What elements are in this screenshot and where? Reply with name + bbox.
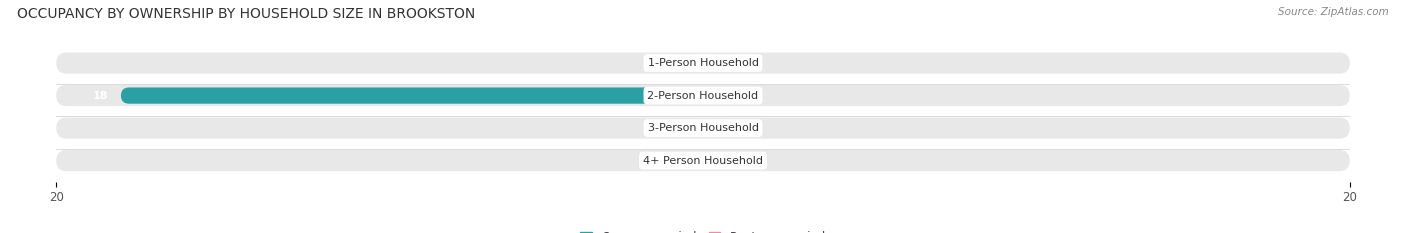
Text: 0: 0 [755,91,762,101]
Text: 0: 0 [755,58,762,68]
FancyBboxPatch shape [56,52,1350,74]
Text: 3-Person Household: 3-Person Household [648,123,758,133]
FancyBboxPatch shape [56,85,1350,106]
Text: 0: 0 [755,123,762,133]
FancyBboxPatch shape [56,150,1350,171]
FancyBboxPatch shape [703,120,742,136]
Text: Source: ZipAtlas.com: Source: ZipAtlas.com [1278,7,1389,17]
Text: 0: 0 [644,58,651,68]
FancyBboxPatch shape [664,120,703,136]
FancyBboxPatch shape [664,152,703,169]
Text: 4+ Person Household: 4+ Person Household [643,156,763,166]
Text: 1-Person Household: 1-Person Household [648,58,758,68]
FancyBboxPatch shape [56,117,1350,139]
Text: 0: 0 [755,156,762,166]
Text: OCCUPANCY BY OWNERSHIP BY HOUSEHOLD SIZE IN BROOKSTON: OCCUPANCY BY OWNERSHIP BY HOUSEHOLD SIZE… [17,7,475,21]
Text: 0: 0 [644,123,651,133]
FancyBboxPatch shape [703,87,742,104]
Text: 0: 0 [644,156,651,166]
FancyBboxPatch shape [703,55,742,71]
FancyBboxPatch shape [121,87,703,104]
FancyBboxPatch shape [664,55,703,71]
Text: 18: 18 [93,91,108,101]
Text: 2-Person Household: 2-Person Household [647,91,759,101]
FancyBboxPatch shape [703,152,742,169]
Legend: Owner-occupied, Renter-occupied: Owner-occupied, Renter-occupied [575,226,831,233]
